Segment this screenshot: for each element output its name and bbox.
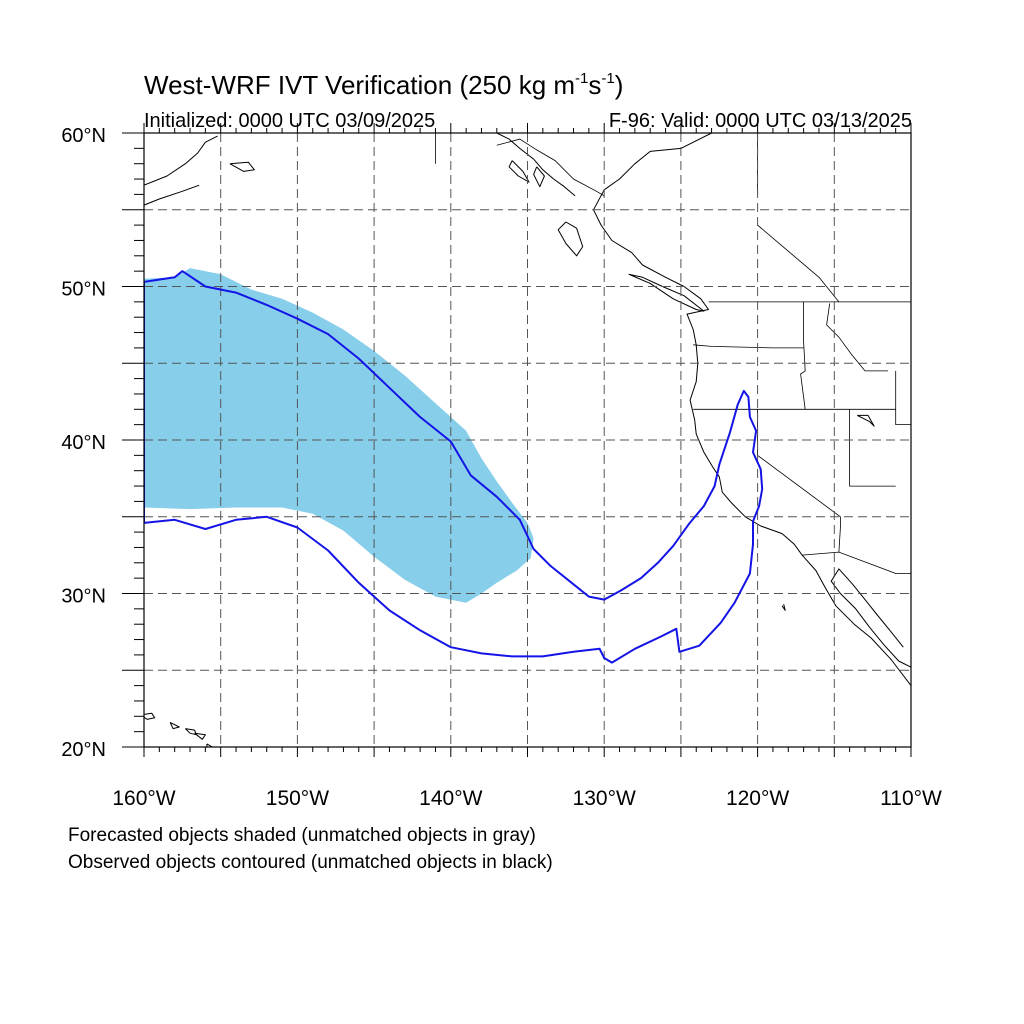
lon-tick-label: 160°W <box>112 787 175 810</box>
plot-title: West-WRF IVT Verification (250 kg m-1s-1… <box>144 70 624 100</box>
observed-object-contour <box>144 270 764 664</box>
lat-tick-label: 50°N <box>61 279 106 301</box>
lat-tick-label: 40°N <box>61 432 106 454</box>
valid-time: F-96: Valid: 0000 UTC 03/13/2025 <box>608 110 912 132</box>
coastline-6 <box>229 161 255 172</box>
border-12 <box>757 224 840 303</box>
coastline-1 <box>830 568 911 668</box>
legend-note-observed: Observed objects contoured (unmatched ob… <box>68 852 553 873</box>
initialized-time: Initialized: 0000 UTC 03/09/2025 <box>144 110 436 132</box>
border-6 <box>757 409 841 553</box>
coastline-15 <box>194 732 206 740</box>
lat-tick-label: 20°N <box>61 739 106 761</box>
coastline-2 <box>557 221 584 257</box>
lat-tick-label: 60°N <box>61 125 106 147</box>
graticule <box>144 133 911 747</box>
border-10 <box>826 303 888 372</box>
forecast-objects <box>144 268 534 603</box>
axis-tick-labels: 160°W 150°W 140°W 130°W 120°W 110°W 20°N 30°N 40… <box>61 125 942 810</box>
border-4 <box>693 344 804 349</box>
border-1 <box>496 138 605 197</box>
coastline-9 <box>533 166 545 188</box>
coastlines <box>144 133 911 747</box>
lon-tick-label: 150°W <box>266 787 329 810</box>
border-8 <box>895 370 911 426</box>
coastline-3 <box>628 273 705 312</box>
lon-tick-label: 130°W <box>573 787 636 810</box>
coastline-13 <box>169 721 180 730</box>
lon-tick-label: 110°W <box>880 787 942 810</box>
coastline-4 <box>144 135 218 186</box>
coastline-0 <box>593 133 911 686</box>
coastline-17 <box>781 604 786 611</box>
coastline-5 <box>144 184 200 206</box>
coastline-7 <box>496 133 576 197</box>
lat-tick-label: 30°N <box>61 586 106 608</box>
coastline-12 <box>144 712 156 720</box>
political-borders <box>435 133 911 574</box>
border-9 <box>802 551 911 574</box>
axis-ticks <box>122 123 912 757</box>
lon-tick-label: 120°W <box>726 787 789 810</box>
lon-tick-label: 140°W <box>419 787 482 810</box>
forecast-object-shaded <box>144 268 534 603</box>
coastline-8 <box>508 160 530 183</box>
border-7 <box>849 409 896 487</box>
observed-objects <box>144 270 764 664</box>
coastline-11 <box>857 414 875 427</box>
legend-note-forecast: Forecasted objects shaded (unmatched obj… <box>68 825 536 846</box>
border-3 <box>800 301 806 410</box>
